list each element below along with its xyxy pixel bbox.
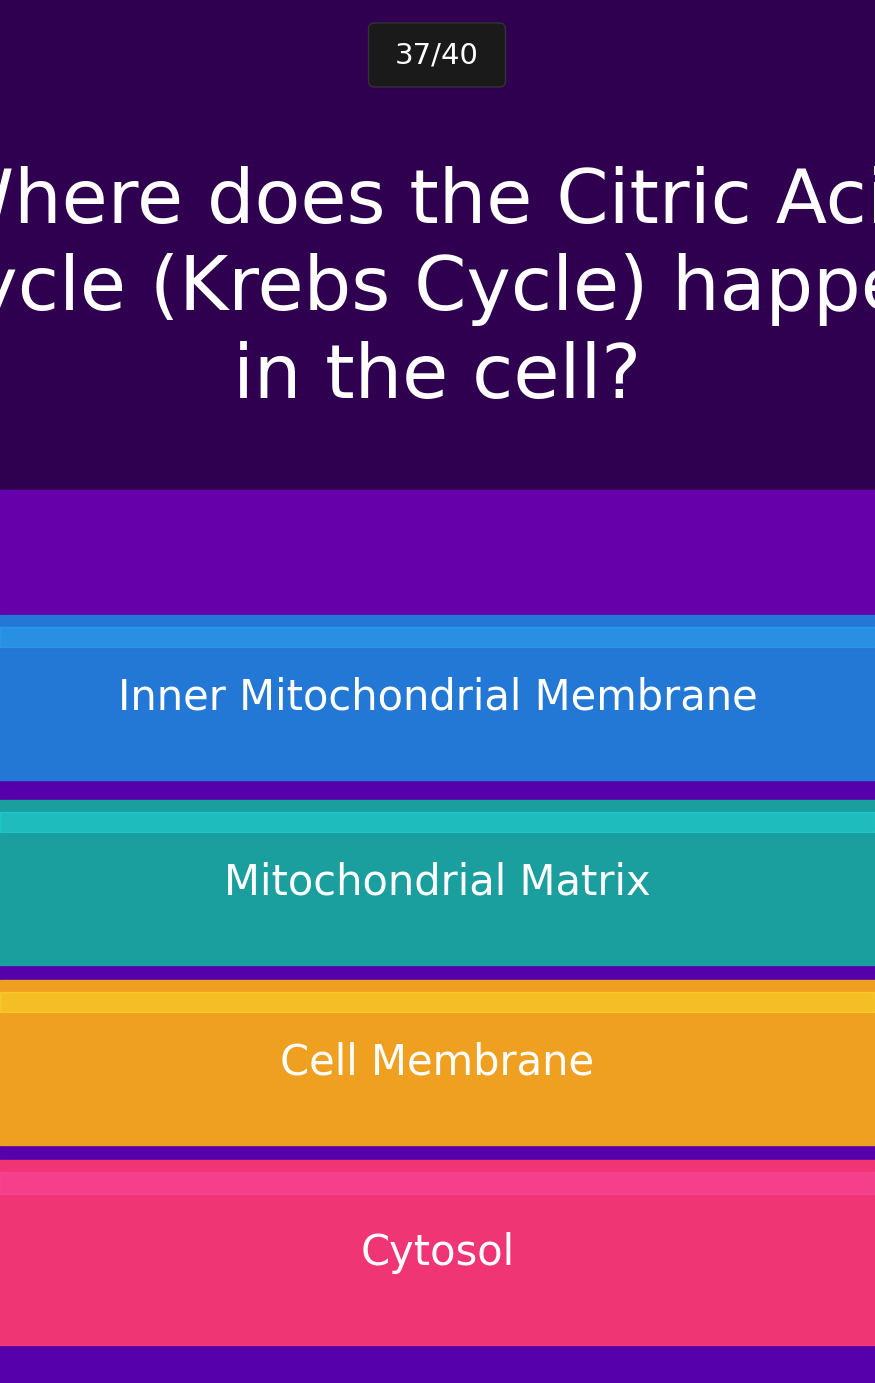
Text: 37/40: 37/40 [396,41,479,69]
Text: Cell Membrane: Cell Membrane [280,1041,595,1083]
Bar [0,0,875,490]
Bar [0,615,875,1383]
Bar [0,799,875,965]
Bar [0,626,875,647]
Text: Where does the Citric Acid
Cycle (Krebs Cycle) happen
in the cell?: Where does the Citric Acid Cycle (Krebs … [0,166,875,414]
FancyBboxPatch shape [368,24,506,87]
Bar [0,992,875,1012]
Bar [0,615,875,780]
Text: Inner Mitochondrial Membrane: Inner Mitochondrial Membrane [117,676,758,719]
Bar [0,490,875,615]
Bar [0,1171,875,1194]
Bar [0,981,875,1145]
Bar [0,1160,875,1346]
Text: Cytosol: Cytosol [360,1231,514,1274]
Bar [0,812,875,831]
Text: Mitochondrial Matrix: Mitochondrial Matrix [224,862,651,903]
